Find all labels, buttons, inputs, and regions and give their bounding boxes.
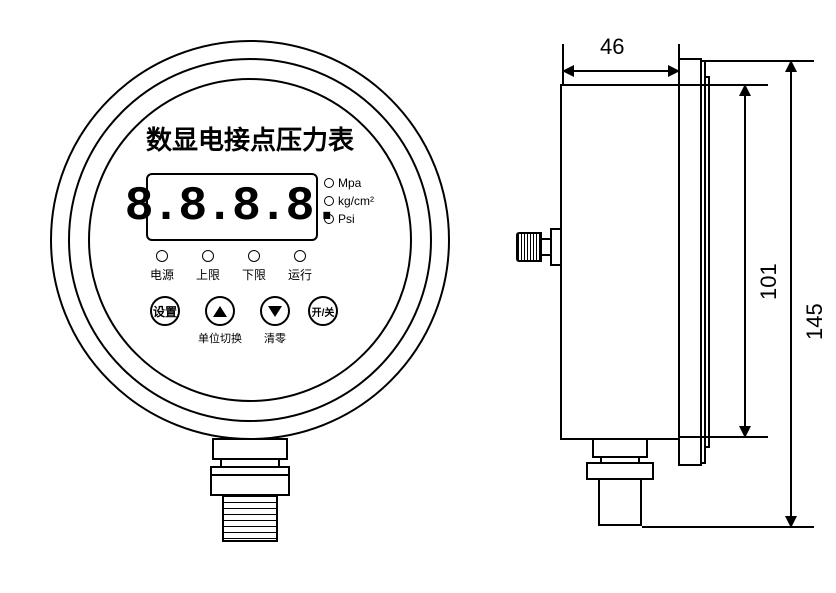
product-title: 数显电接点压力表	[88, 120, 412, 157]
led-power: 电源	[150, 250, 174, 283]
unit-row-mpa: Mpa	[324, 176, 374, 190]
side-stem-collar	[592, 438, 648, 458]
side-face-plate	[678, 58, 702, 466]
gland-knurl	[516, 232, 542, 262]
lcd-digits: 8.8.8.8.	[125, 183, 339, 231]
set-button[interactable]: 设置	[150, 296, 180, 326]
dim-ext-line	[706, 60, 814, 62]
btn-sublabel: 清零	[264, 330, 286, 346]
lcd-display: 8.8.8.8.	[146, 173, 318, 241]
btn-set: 设置	[150, 296, 180, 346]
arrow-left-icon	[562, 65, 574, 77]
btn-up: 单位切换	[198, 296, 242, 346]
btn-label: 设置	[153, 303, 177, 320]
arrow-down-icon	[739, 426, 751, 438]
drawing-canvas: 数显电接点压力表 8.8.8.8. Mpa kg/cm² Psi	[0, 0, 836, 593]
btn-sublabel: 单位切换	[198, 330, 242, 346]
stem-collar	[212, 438, 288, 460]
side-face-edge	[704, 76, 710, 448]
side-thread	[598, 478, 642, 526]
dim-line	[790, 60, 792, 526]
led-label: 上限	[196, 266, 220, 283]
dim-ext-line	[562, 44, 564, 84]
gauge-face: 数显电接点压力表 8.8.8.8. Mpa kg/cm² Psi	[88, 78, 412, 402]
led-dot-icon	[294, 250, 306, 262]
led-label: 运行	[288, 266, 312, 283]
button-row: 设置 单位切换 清零	[150, 296, 338, 346]
unit-dot-icon	[324, 214, 334, 224]
led-dot-icon	[248, 250, 260, 262]
unit-label: Psi	[338, 212, 355, 226]
btn-label: 开/关	[312, 304, 335, 319]
unit-label: kg/cm²	[338, 194, 374, 208]
dim-depth: 46	[600, 34, 624, 60]
side-cable-gland	[516, 228, 562, 266]
gland-flange	[550, 228, 562, 266]
dim-ext-line	[680, 436, 768, 438]
unit-dot-icon	[324, 178, 334, 188]
btn-down: 清零	[260, 296, 290, 346]
arrow-up-icon	[785, 60, 797, 72]
arrow-right-icon	[668, 65, 680, 77]
unit-row-psi: Psi	[324, 212, 374, 226]
led-lower: 下限	[242, 250, 266, 283]
dim-line	[562, 70, 680, 72]
hex-nut	[210, 474, 290, 496]
dim-line	[744, 84, 746, 436]
triangle-up-icon	[213, 306, 227, 317]
down-button[interactable]	[260, 296, 290, 326]
unit-indicators: Mpa kg/cm² Psi	[324, 176, 374, 226]
thread-connector	[222, 494, 278, 542]
led-run: 运行	[288, 250, 312, 283]
led-upper: 上限	[196, 250, 220, 283]
unit-dot-icon	[324, 196, 334, 206]
side-view: 46 101 145	[500, 40, 820, 560]
arrow-up-icon	[739, 84, 751, 96]
led-label: 电源	[150, 266, 174, 283]
unit-label: Mpa	[338, 176, 361, 190]
led-dot-icon	[202, 250, 214, 262]
dim-ext-line	[678, 44, 680, 58]
status-led-row: 电源 上限 下限 运行	[150, 250, 312, 283]
up-button[interactable]	[205, 296, 235, 326]
led-dot-icon	[156, 250, 168, 262]
unit-row-kgcm2: kg/cm²	[324, 194, 374, 208]
dim-total-height: 145	[802, 303, 828, 340]
dim-body-height: 101	[756, 263, 782, 300]
onoff-button[interactable]: 开/关	[308, 296, 338, 326]
btn-onoff: 开/关	[308, 296, 338, 346]
triangle-down-icon	[268, 306, 282, 317]
arrow-down-icon	[785, 516, 797, 528]
side-body	[560, 84, 680, 440]
led-label: 下限	[242, 266, 266, 283]
front-view: 数显电接点压力表 8.8.8.8. Mpa kg/cm² Psi	[50, 40, 450, 560]
dim-ext-line	[680, 84, 768, 86]
